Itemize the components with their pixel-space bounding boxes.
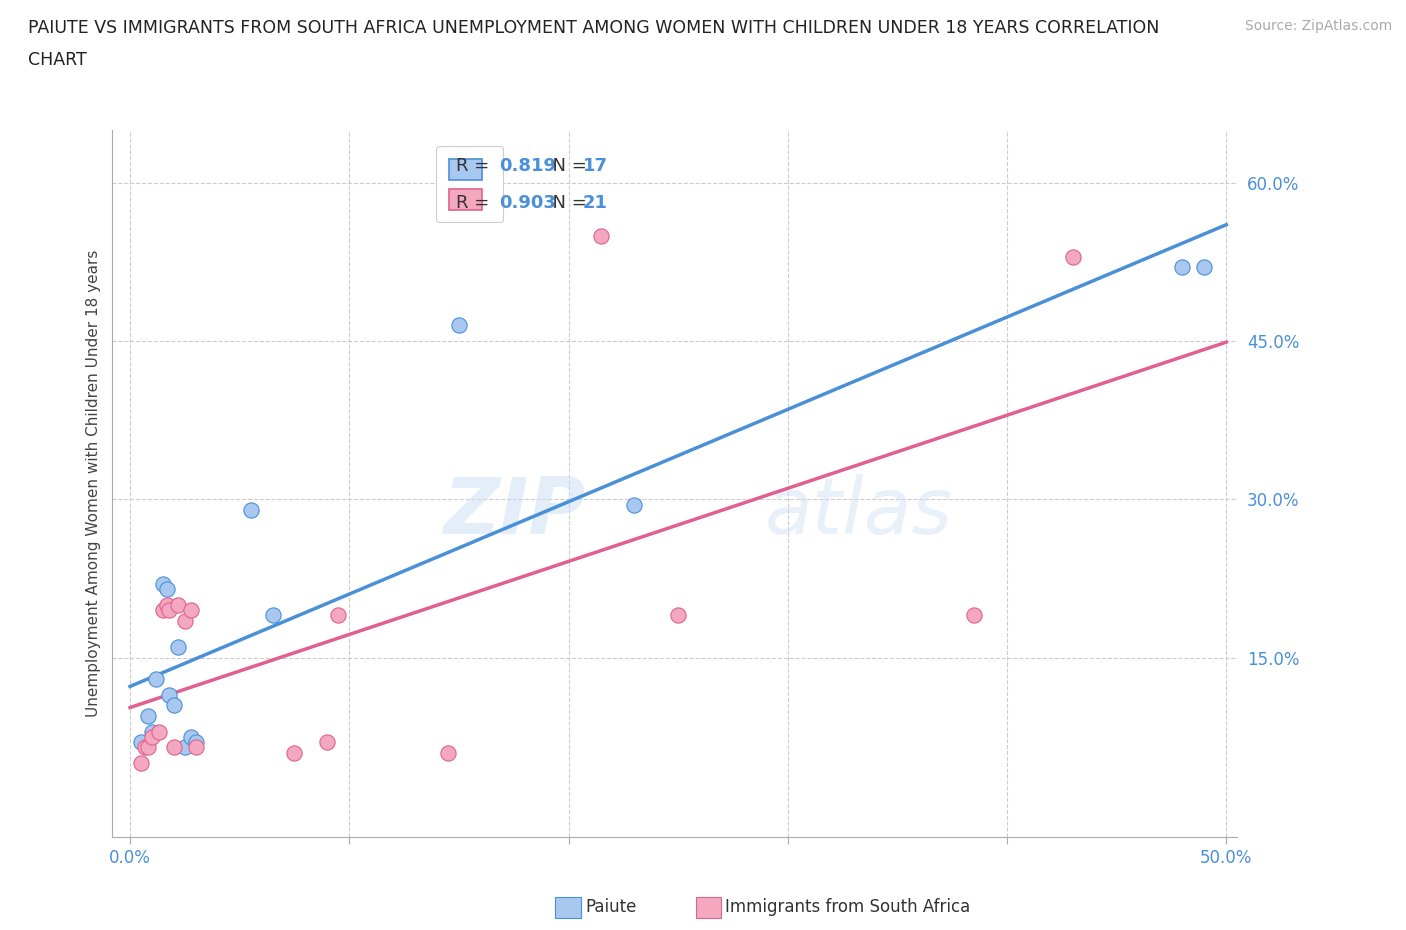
Point (136, 740, 159, 755)
Point (148, 724, 170, 739)
Point (141, 724, 163, 739)
Point (447, 318, 470, 333)
Point (167, 640, 190, 655)
Point (159, 603, 181, 618)
Point (623, 498, 645, 512)
Point (159, 687, 181, 702)
Point (963, 608, 986, 623)
Point (129, 756, 152, 771)
Point (1171, 259, 1194, 274)
Point (145, 671, 167, 686)
Point (180, 603, 202, 618)
Text: N =: N = (541, 157, 592, 175)
Text: PAIUTE VS IMMIGRANTS FROM SOUTH AFRICA UNEMPLOYMENT AMONG WOMEN WITH CHILDREN UN: PAIUTE VS IMMIGRANTS FROM SOUTH AFRICA U… (28, 19, 1160, 36)
Legend: , : , (436, 146, 503, 222)
Text: 0.819: 0.819 (499, 157, 555, 175)
Point (141, 729, 163, 744)
Point (1062, 249, 1084, 264)
Point (316, 735, 339, 750)
Point (156, 597, 179, 612)
Text: atlas: atlas (765, 474, 953, 550)
Point (163, 740, 186, 755)
Text: Source: ZipAtlas.com: Source: ZipAtlas.com (1244, 19, 1392, 33)
Point (173, 740, 195, 755)
Text: N =: N = (541, 193, 592, 211)
Point (180, 729, 202, 744)
Point (173, 613, 195, 628)
Point (283, 745, 305, 760)
Text: Paiute: Paiute (585, 897, 637, 916)
Point (262, 608, 284, 623)
Point (156, 581, 179, 596)
Text: ZIP: ZIP (443, 474, 585, 550)
Text: 21: 21 (583, 193, 607, 211)
Point (129, 735, 152, 750)
Point (328, 608, 350, 623)
Point (184, 740, 207, 755)
Point (666, 608, 689, 623)
Y-axis label: Unemployment Among Women with Children Under 18 years: Unemployment Among Women with Children U… (86, 250, 101, 717)
Point (167, 597, 190, 612)
Point (152, 577, 174, 591)
Text: R =: R = (457, 157, 495, 175)
Point (239, 502, 262, 517)
Text: R =: R = (457, 193, 495, 211)
Point (1194, 259, 1216, 274)
Point (184, 735, 207, 750)
Point (152, 603, 174, 618)
Text: CHART: CHART (28, 51, 87, 69)
Point (163, 698, 186, 712)
Point (437, 745, 460, 760)
Text: 17: 17 (583, 157, 607, 175)
Text: 0.903: 0.903 (499, 193, 555, 211)
Point (591, 228, 613, 243)
Point (136, 709, 159, 724)
Point (134, 740, 156, 755)
Text: Immigrants from South Africa: Immigrants from South Africa (725, 897, 970, 916)
